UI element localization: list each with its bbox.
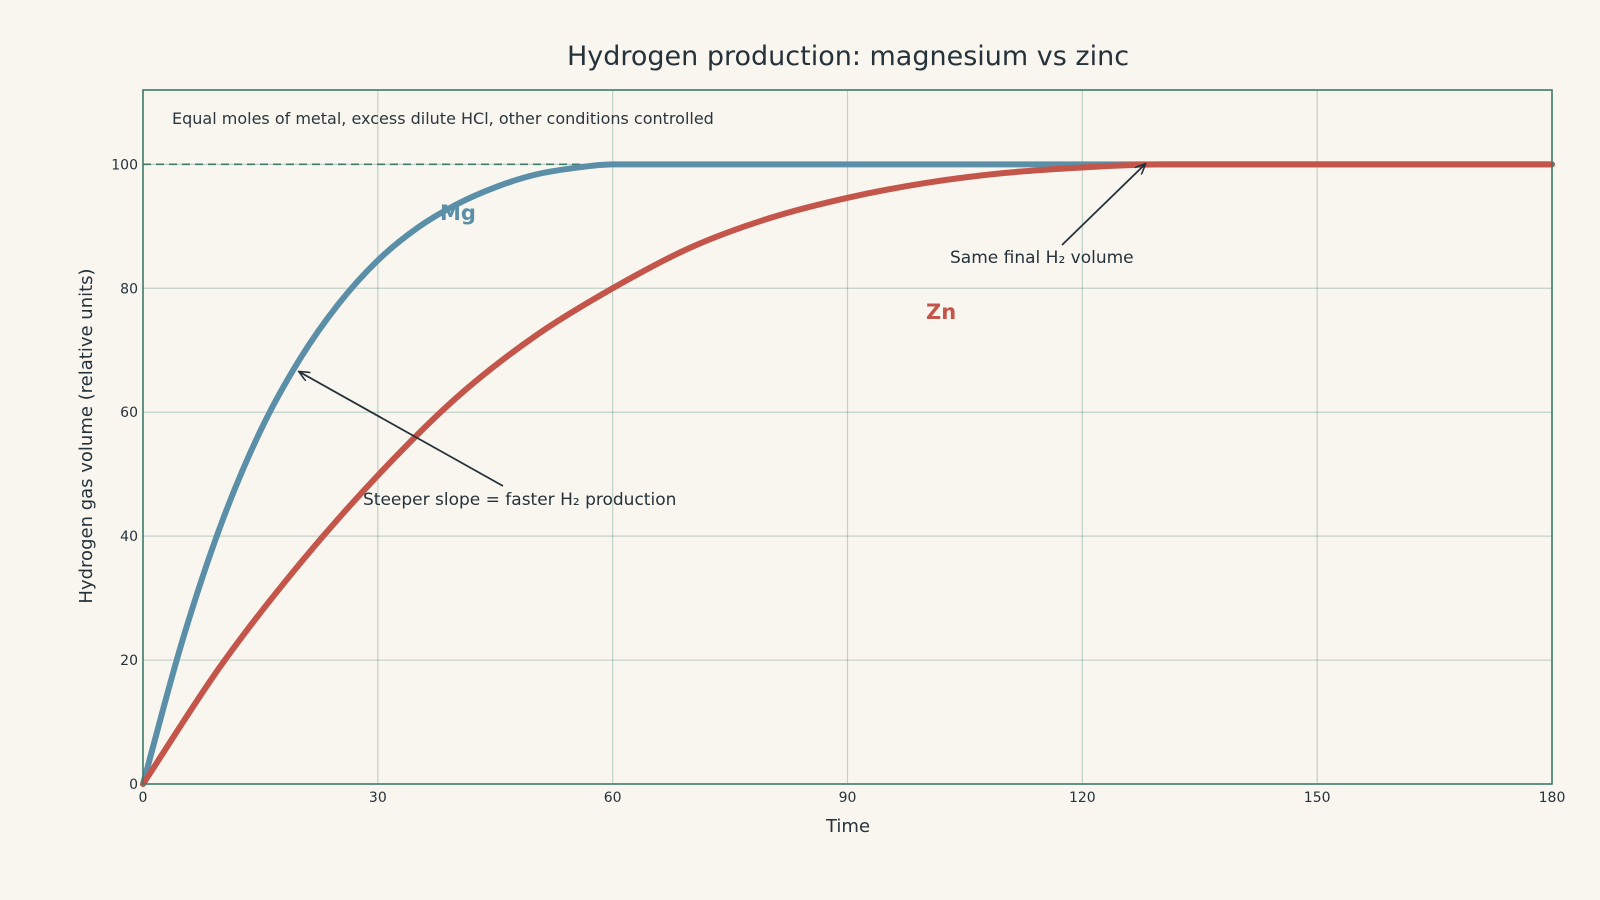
x-tick-label: 120 (1069, 790, 1096, 806)
annotation-slope: Steeper slope = faster H₂ production (363, 490, 676, 510)
x-tick-label: 30 (369, 790, 387, 806)
annotation-arrow-slope (300, 372, 504, 487)
series-line-zn (140, 161, 1555, 787)
chart-title: Hydrogen production: magnesium vs zinc (567, 41, 1129, 72)
series-label-mg: Mg (440, 201, 476, 225)
y-tick-label: 100 (111, 157, 138, 173)
chart-subtitle: Equal moles of metal, excess dilute HCl,… (172, 109, 714, 128)
series-layer (140, 161, 1555, 787)
y-tick-label: 40 (120, 529, 138, 545)
y-tick-label: 20 (120, 653, 138, 669)
x-tick-label: 90 (839, 790, 857, 806)
series-label-zn: Zn (926, 300, 956, 324)
x-tick-label: 0 (139, 790, 148, 806)
x-tick-label: 180 (1539, 790, 1566, 806)
y-tick-label: 60 (120, 405, 138, 421)
series-line-mg (140, 161, 1555, 787)
y-tick-label: 0 (129, 777, 138, 793)
x-tick-label: 150 (1304, 790, 1331, 806)
x-axis-label: Time (825, 816, 870, 837)
y-tick-label: 80 (120, 281, 138, 297)
annotation-final-volume: Same final H₂ volume (950, 248, 1134, 268)
x-tick-labels: 0 30 60 90 120 150 180 (139, 790, 1566, 806)
y-tick-labels: 0 20 40 60 80 100 (111, 157, 138, 793)
grid (143, 90, 1552, 784)
annotation-arrow-final (1061, 164, 1145, 246)
x-tick-label: 60 (604, 790, 622, 806)
plot-frame (142, 89, 1553, 785)
y-axis-label: Hydrogen gas volume (relative units) (76, 268, 97, 603)
